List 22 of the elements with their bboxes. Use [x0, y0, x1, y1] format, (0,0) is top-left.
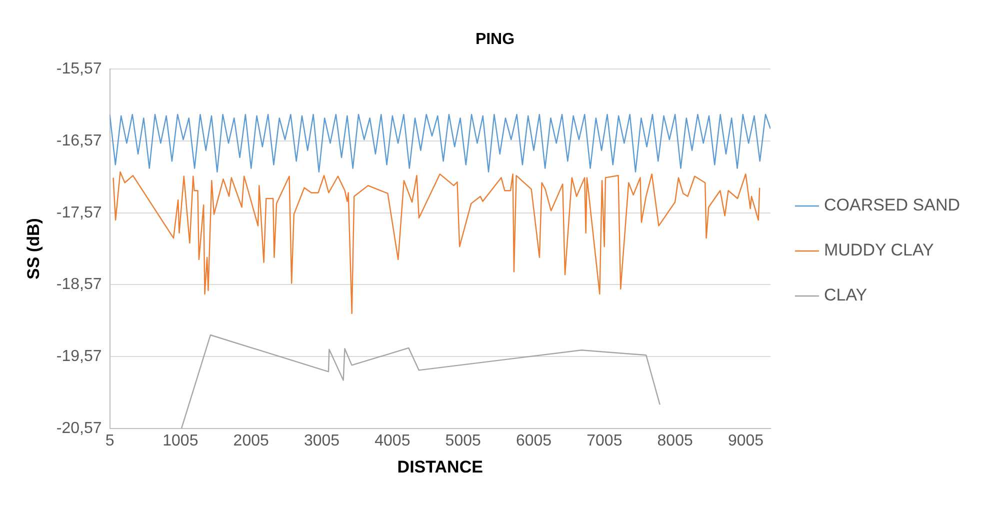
x-tick-label: 2005 [233, 432, 269, 450]
y-tick-label: -16,57 [56, 132, 102, 150]
x-tick-label: 3005 [304, 432, 340, 450]
y-tick-label: -18,57 [56, 276, 102, 294]
chart-title: PING [475, 31, 515, 48]
x-tick-label: 5005 [445, 432, 481, 450]
y-tick-label: -17,57 [56, 204, 102, 222]
x-axis-title: DISTANCE [397, 457, 483, 476]
y-tick-label: -20,57 [56, 420, 102, 437]
x-tick-label: 9005 [728, 432, 764, 450]
x-tick-label: 1005 [162, 432, 198, 450]
x-tick-label: 7005 [586, 432, 622, 450]
y-tick-label: -19,57 [56, 348, 102, 365]
legend-label: MUDDY CLAY [824, 240, 934, 260]
x-tick-label: 4005 [374, 432, 410, 450]
x-tick-label: 6005 [516, 432, 552, 450]
x-tick-label: 5 [105, 432, 114, 450]
y-axis-title: SS (dB) [24, 218, 43, 280]
legend-label: CLAY [824, 286, 868, 305]
y-tick-label: -15,57 [56, 60, 102, 78]
x-tick-label: 8005 [657, 432, 693, 450]
legend-label: COARSED SAND [824, 196, 960, 215]
